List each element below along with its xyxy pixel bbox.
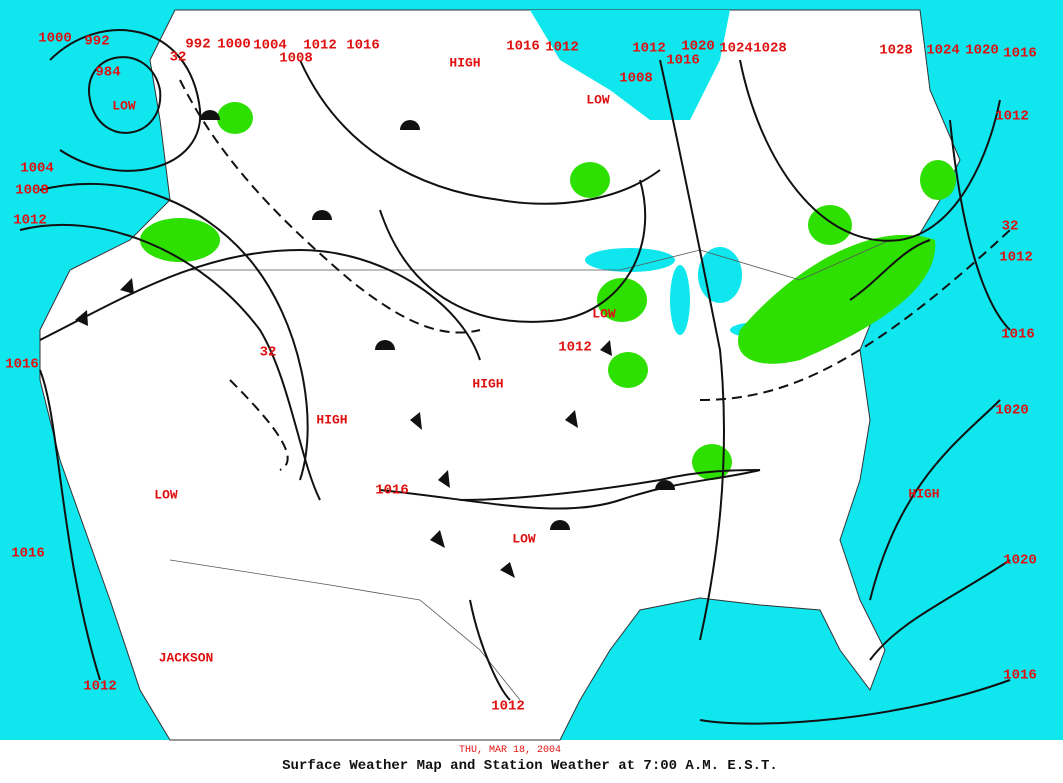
isobar-label: 1028 [879, 43, 913, 59]
isobar-label: 1012 [995, 109, 1029, 125]
isobar-label: 1020 [1003, 553, 1037, 569]
pressure-center: LOW [112, 98, 136, 113]
isobar-label: 1012 [13, 213, 47, 229]
hudson-bay [530, 10, 730, 120]
pressure-center: HIGH [449, 55, 480, 70]
isobar-label: 1012 [545, 40, 579, 56]
isobar-label: 1016 [346, 38, 380, 54]
isobar-label: 32 [1002, 219, 1019, 235]
isobar-label: 1020 [965, 43, 999, 59]
isobar-label: 1008 [619, 71, 653, 87]
isobars [19, 29, 1011, 725]
isobar-label: 1016 [506, 39, 540, 55]
isobar-label: 1012 [999, 250, 1033, 266]
isobar-label: 992 [84, 34, 109, 50]
isobar-label: 1012 [632, 41, 666, 57]
isobar-label: 1004 [253, 38, 287, 54]
isobar-label: 1020 [995, 403, 1029, 419]
place-label: JACKSON [159, 650, 214, 665]
isobar-label: 1028 [753, 41, 787, 57]
map-date: THU, MAR 18, 2004 [459, 745, 561, 756]
isobar-label: 992 [185, 37, 210, 53]
isobar-label: 1008 [279, 51, 313, 67]
isobar-label: 1016 [1003, 46, 1037, 62]
isobar-label: 1004 [20, 161, 54, 177]
isobar-label: 1000 [38, 31, 72, 47]
isobar-label: 1008 [15, 183, 49, 199]
isobar-label: 32 [260, 345, 277, 361]
map-title: Surface Weather Map and Station Weather … [282, 758, 778, 774]
isobar-label: 1016 [375, 483, 409, 499]
pressure-center: LOW [592, 306, 616, 321]
isobar-label: 1016 [1003, 668, 1037, 684]
isobar-label: 1016 [5, 357, 39, 373]
isobar-label: 1024 [926, 43, 960, 59]
front-symbols [75, 110, 675, 578]
pressure-center: HIGH [472, 376, 503, 391]
isobar-label: 1012 [558, 340, 592, 356]
pressure-center: LOW [586, 92, 610, 107]
fronts [39, 79, 1011, 501]
isobar-label: 1012 [303, 38, 337, 54]
isobar-label: 1020 [681, 39, 715, 55]
isobar-label: 1016 [11, 546, 45, 562]
pressure-center: HIGH [316, 412, 347, 427]
isobar-label: 1000 [217, 37, 251, 53]
isobar-label: 32 [170, 50, 187, 66]
pressure-center: LOW [512, 531, 536, 546]
precip-areas [140, 102, 956, 480]
pressure-center: LOW [154, 487, 178, 502]
isobar-label: 984 [95, 65, 120, 81]
pressure-center: HIGH [908, 486, 939, 501]
isobar-label: 1024 [719, 41, 753, 57]
isobar-label: 1016 [666, 53, 700, 69]
isobar-label: 1016 [1001, 327, 1035, 343]
isobar-label: 1012 [83, 679, 117, 695]
isobar-label: 1012 [491, 699, 525, 715]
